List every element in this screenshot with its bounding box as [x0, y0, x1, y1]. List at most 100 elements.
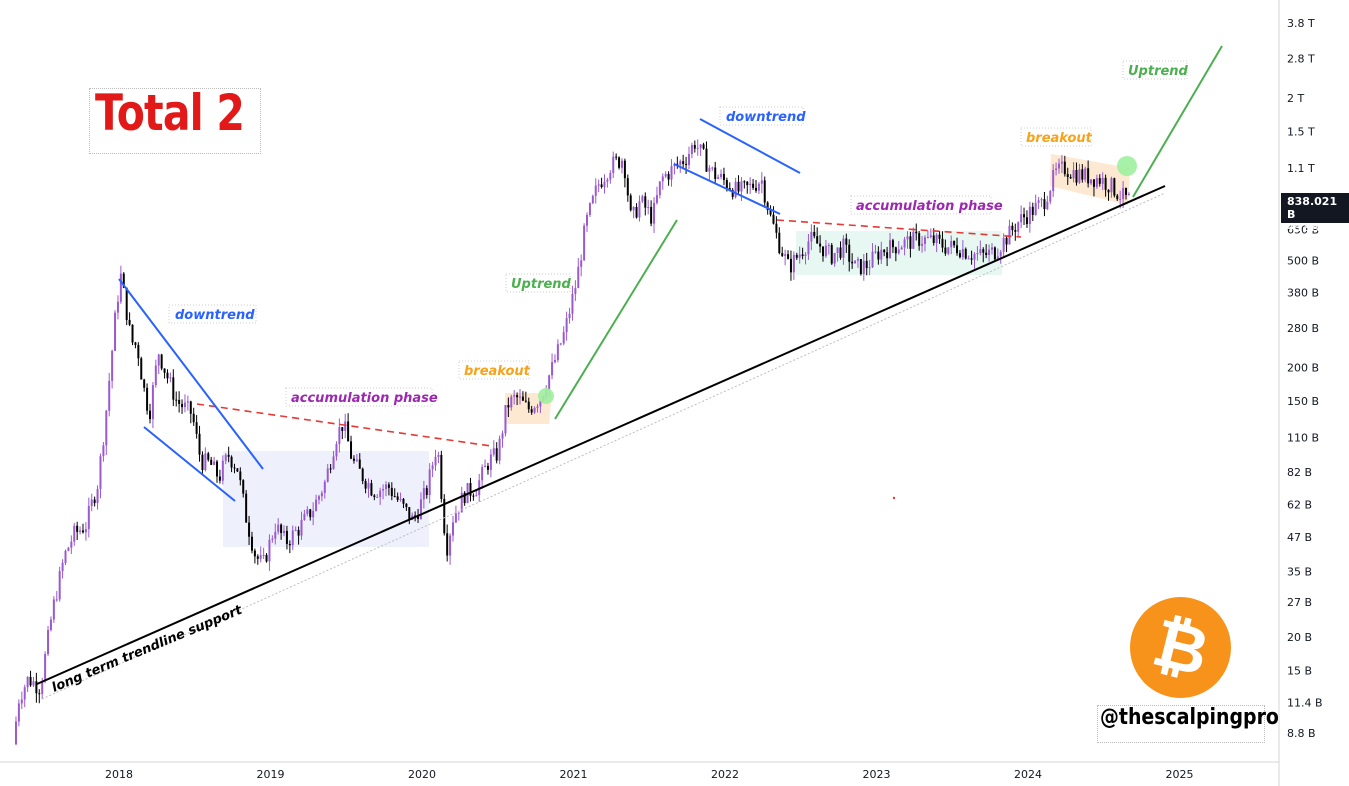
candle-body: [836, 247, 839, 253]
svg-text:downtrend: downtrend: [175, 308, 255, 323]
candle-body: [125, 287, 128, 320]
candle-body: [720, 173, 723, 178]
downtrend-upper-1: [118, 278, 264, 470]
candle-body: [1014, 230, 1017, 232]
candle-body: [323, 481, 326, 493]
candle-body: [714, 167, 717, 179]
candle-body: [1052, 169, 1055, 192]
candle-body: [792, 254, 795, 273]
candle-body: [271, 538, 274, 540]
candle-body: [664, 173, 667, 177]
candle-body: [417, 516, 420, 519]
price-tick-label: 82 B: [1287, 466, 1312, 479]
svg-text:downtrend: downtrend: [726, 110, 806, 125]
candle-body: [781, 253, 784, 256]
candle-body: [822, 246, 825, 257]
candle-body: [623, 160, 626, 179]
candle-body: [769, 210, 772, 215]
candle-body: [29, 676, 32, 686]
candle-body: [501, 433, 504, 439]
candle-body: [440, 454, 443, 499]
candle-body: [993, 247, 996, 260]
breakout-zone-2: [1050, 154, 1130, 205]
annotation-breakout-2: breakout: [1020, 127, 1093, 147]
downtrend-lower-1: [143, 426, 236, 502]
time-tick-label: 2025: [1166, 768, 1194, 781]
candle-body: [970, 258, 973, 260]
candle-body: [766, 202, 769, 211]
candle-body: [38, 693, 41, 695]
candle-body: [856, 259, 859, 261]
candle-body: [891, 240, 894, 248]
price-tick-label: 650 B: [1287, 224, 1319, 237]
candle-body: [253, 550, 256, 557]
candle-body: [1057, 163, 1060, 169]
candle-body: [816, 236, 819, 244]
candle-body: [950, 241, 953, 248]
price-tick-label: 200 B: [1287, 361, 1319, 374]
candle-body: [370, 483, 373, 496]
svg-text:Uptrend: Uptrend: [1128, 64, 1189, 79]
candle-body: [283, 530, 286, 534]
candle-body: [116, 301, 119, 313]
candle-body: [1104, 177, 1107, 190]
candle-body: [865, 260, 868, 269]
price-tick-label: 2 T: [1287, 92, 1304, 105]
candle-body: [583, 225, 586, 261]
candle-body: [778, 232, 781, 254]
candle-body: [565, 318, 568, 333]
candle-body: [807, 241, 810, 255]
candle-body: [687, 154, 690, 165]
candle-body: [99, 456, 102, 489]
candle-body: [667, 173, 670, 180]
candle-body: [178, 399, 181, 404]
annotation-breakout-1: breakout: [458, 360, 531, 380]
candle-body: [294, 529, 297, 531]
candle-body: [504, 405, 507, 434]
candle-body: [256, 556, 259, 559]
candle-body: [915, 231, 918, 234]
candle-body: [801, 254, 804, 257]
candle-body: [495, 448, 498, 461]
time-tick-label: 2024: [1014, 768, 1042, 781]
candle-body: [527, 401, 530, 410]
candle-body: [303, 513, 306, 520]
candle-body: [1122, 187, 1125, 200]
candle-body: [568, 313, 571, 319]
candle-body: [186, 401, 189, 403]
candle-body: [932, 235, 935, 244]
candle-body: [379, 490, 382, 498]
candle-body: [96, 488, 99, 504]
candle-body: [956, 245, 959, 254]
candle-body: [1072, 170, 1075, 179]
price-axis: 3.8 T 2.8 T 2 T 1.5 T 1.1 T 650 B 500 B 380 B 28…: [1287, 17, 1323, 740]
candle-body: [151, 385, 154, 420]
candle-body: [1087, 168, 1090, 184]
annotation-uptrend-1: Uptrend: [505, 273, 572, 293]
candle-body: [76, 525, 79, 532]
candle-body: [1060, 161, 1063, 164]
price-tick-label: 500 B: [1287, 254, 1319, 267]
candle-body: [262, 554, 265, 556]
author-handle: @thescalpingpro: [1100, 705, 1279, 730]
candle-body: [341, 427, 344, 431]
candle-body: [912, 231, 915, 249]
candle-body: [1066, 174, 1069, 178]
candle-body: [824, 245, 827, 257]
candle-body: [242, 480, 245, 494]
candle-body: [143, 379, 146, 388]
candle-body: [571, 293, 574, 314]
time-tick-label: 2019: [257, 768, 285, 781]
candle-body: [618, 157, 621, 168]
price-tick-label: 1.1 T: [1287, 162, 1315, 175]
candle-body: [973, 253, 976, 260]
candle-body: [746, 181, 749, 186]
candle-body: [810, 231, 813, 242]
candle-body: [1075, 170, 1078, 183]
candle-body: [1043, 199, 1046, 210]
candle-body: [1127, 194, 1130, 196]
price-tick-label: 110 B: [1287, 431, 1319, 444]
candle-body: [795, 254, 798, 258]
candle-body: [218, 476, 221, 481]
bitcoin-icon: ₿: [1130, 597, 1231, 698]
